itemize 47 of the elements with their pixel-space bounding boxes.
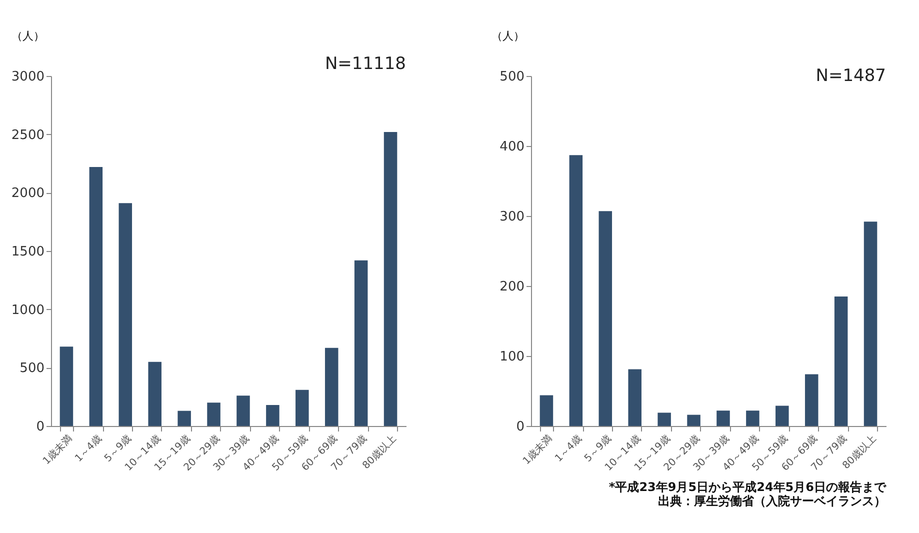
y-tick-label: 400: [500, 140, 524, 154]
bar: [296, 390, 309, 426]
bar: [569, 155, 583, 426]
y-tick-label: 300: [500, 210, 524, 224]
y-tick-label: 100: [500, 350, 524, 364]
bar: [236, 396, 250, 426]
y-axis-title: （人）: [492, 30, 524, 42]
x-tick-label: 1～4歳: [552, 432, 584, 464]
y-tick-label: 500: [20, 361, 44, 376]
y-tick-label: 1500: [11, 244, 44, 260]
y-tick-label: 1000: [11, 302, 44, 318]
text: N=11118: [324, 54, 406, 74]
y-tick-label: 2000: [11, 186, 44, 202]
x-tick-label: 1歳未満: [40, 432, 75, 467]
y-tick-label: 2500: [11, 128, 44, 143]
source-note: 出典：厚生労働省（入院サーベイランス）: [658, 494, 886, 508]
bar: [776, 406, 789, 426]
bar: [598, 211, 612, 426]
bar: [628, 369, 642, 426]
text: *平成23年9月5日から平成24年5月6日の報告まで: [608, 480, 887, 494]
x-tick-label: 1歳未満: [520, 432, 555, 467]
y-tick-label: 0: [516, 420, 524, 434]
bar: [540, 395, 554, 426]
y-tick-label: 200: [500, 280, 524, 294]
bar: [746, 410, 760, 426]
bar: [266, 405, 280, 426]
bar: [687, 414, 700, 426]
bar: [658, 412, 671, 426]
y-axis-title: （人）: [12, 30, 44, 42]
y-tick-label: 0: [36, 420, 44, 434]
bar: [834, 296, 848, 426]
bar: [324, 348, 338, 426]
y-tick-label: 3000: [11, 70, 44, 84]
bar: [207, 402, 220, 426]
bar: [60, 346, 74, 426]
bar: [354, 260, 368, 426]
x-tick-label: 1～4歳: [72, 432, 104, 464]
bar: [384, 132, 398, 426]
bar: [178, 410, 191, 426]
bar: [716, 410, 730, 426]
bar: [118, 203, 132, 426]
bar: [89, 167, 103, 426]
bar: [864, 222, 878, 426]
bar: [148, 362, 162, 426]
annotation: N=1487: [816, 66, 886, 86]
bar: [804, 374, 818, 426]
y-tick-label: 500: [500, 70, 524, 84]
